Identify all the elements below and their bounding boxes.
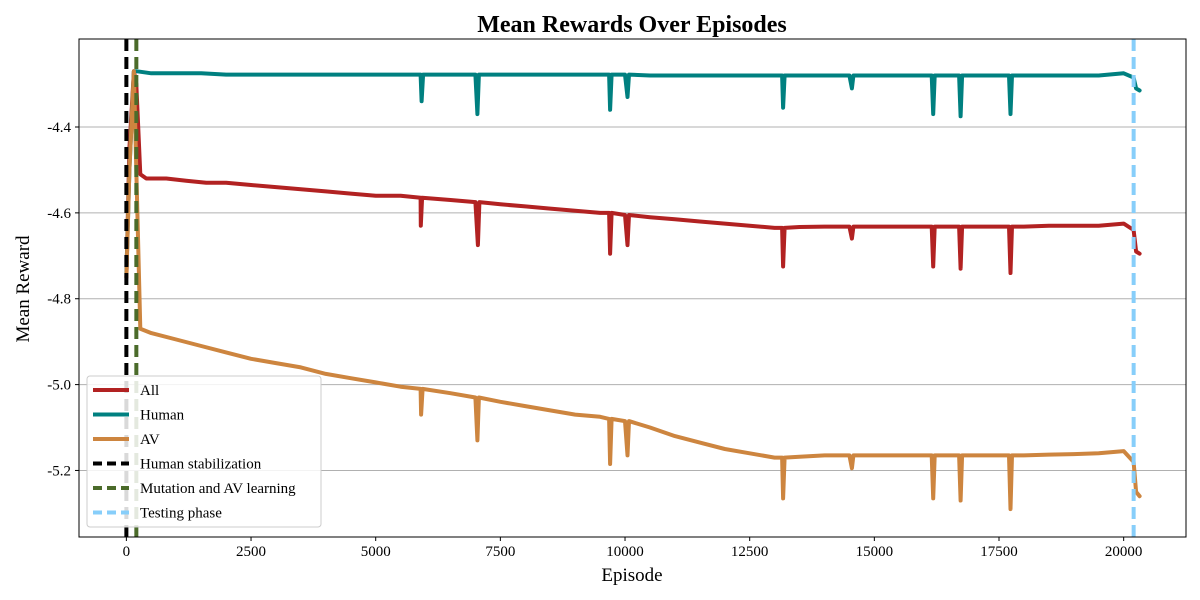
x-tick-label: 12500 [731,544,769,560]
legend-label-all: All [140,383,159,399]
y-tick-label: -5.2 [47,463,71,479]
x-tick-label: 2500 [236,544,266,560]
x-tick-label: 10000 [606,544,644,560]
y-tick-label: -5.0 [47,378,71,394]
plot-frame [78,38,1187,538]
legend-label-human: Human [140,408,185,424]
x-tick-label: 15000 [856,544,894,560]
legend-label-testing-phase: Testing phase [140,506,222,522]
legend-label-human-stabilization: Human stabilization [140,457,262,473]
x-tick-label: 0 [123,544,131,560]
y-tick-label: -4.6 [47,206,71,222]
y-tick-label: -4.8 [47,292,71,308]
series-lines [124,69,1142,512]
legend-label-av: AV [140,432,160,448]
legend-label-mutation-and-av-learning: Mutation and AV learning [140,481,296,497]
x-axis-ticks: 0 2500 5000 7500 10000 12500 15000 17500 20000 [123,537,1143,560]
y-axis-label: Mean Reward [13,235,34,343]
legend-box [86,375,322,528]
series-line-av [124,69,1142,512]
x-tick-label: 17500 [980,544,1018,560]
series-line-all [124,69,1142,280]
x-axis-label: Episode [601,565,662,586]
y-tick-label: -4.4 [47,120,71,136]
x-tick-label: 5000 [361,544,391,560]
legend: All Human AV Human stabilization Mutation an… [86,375,322,528]
y-axis-ticks: -4.4 -4.6 -4.8 -5.0 -5.2 [47,120,79,479]
x-tick-label: 7500 [485,544,515,560]
series-line-human [124,69,1142,275]
x-tick-label: 20000 [1105,544,1143,560]
chart-title: Mean Rewards Over Episodes [477,12,787,38]
